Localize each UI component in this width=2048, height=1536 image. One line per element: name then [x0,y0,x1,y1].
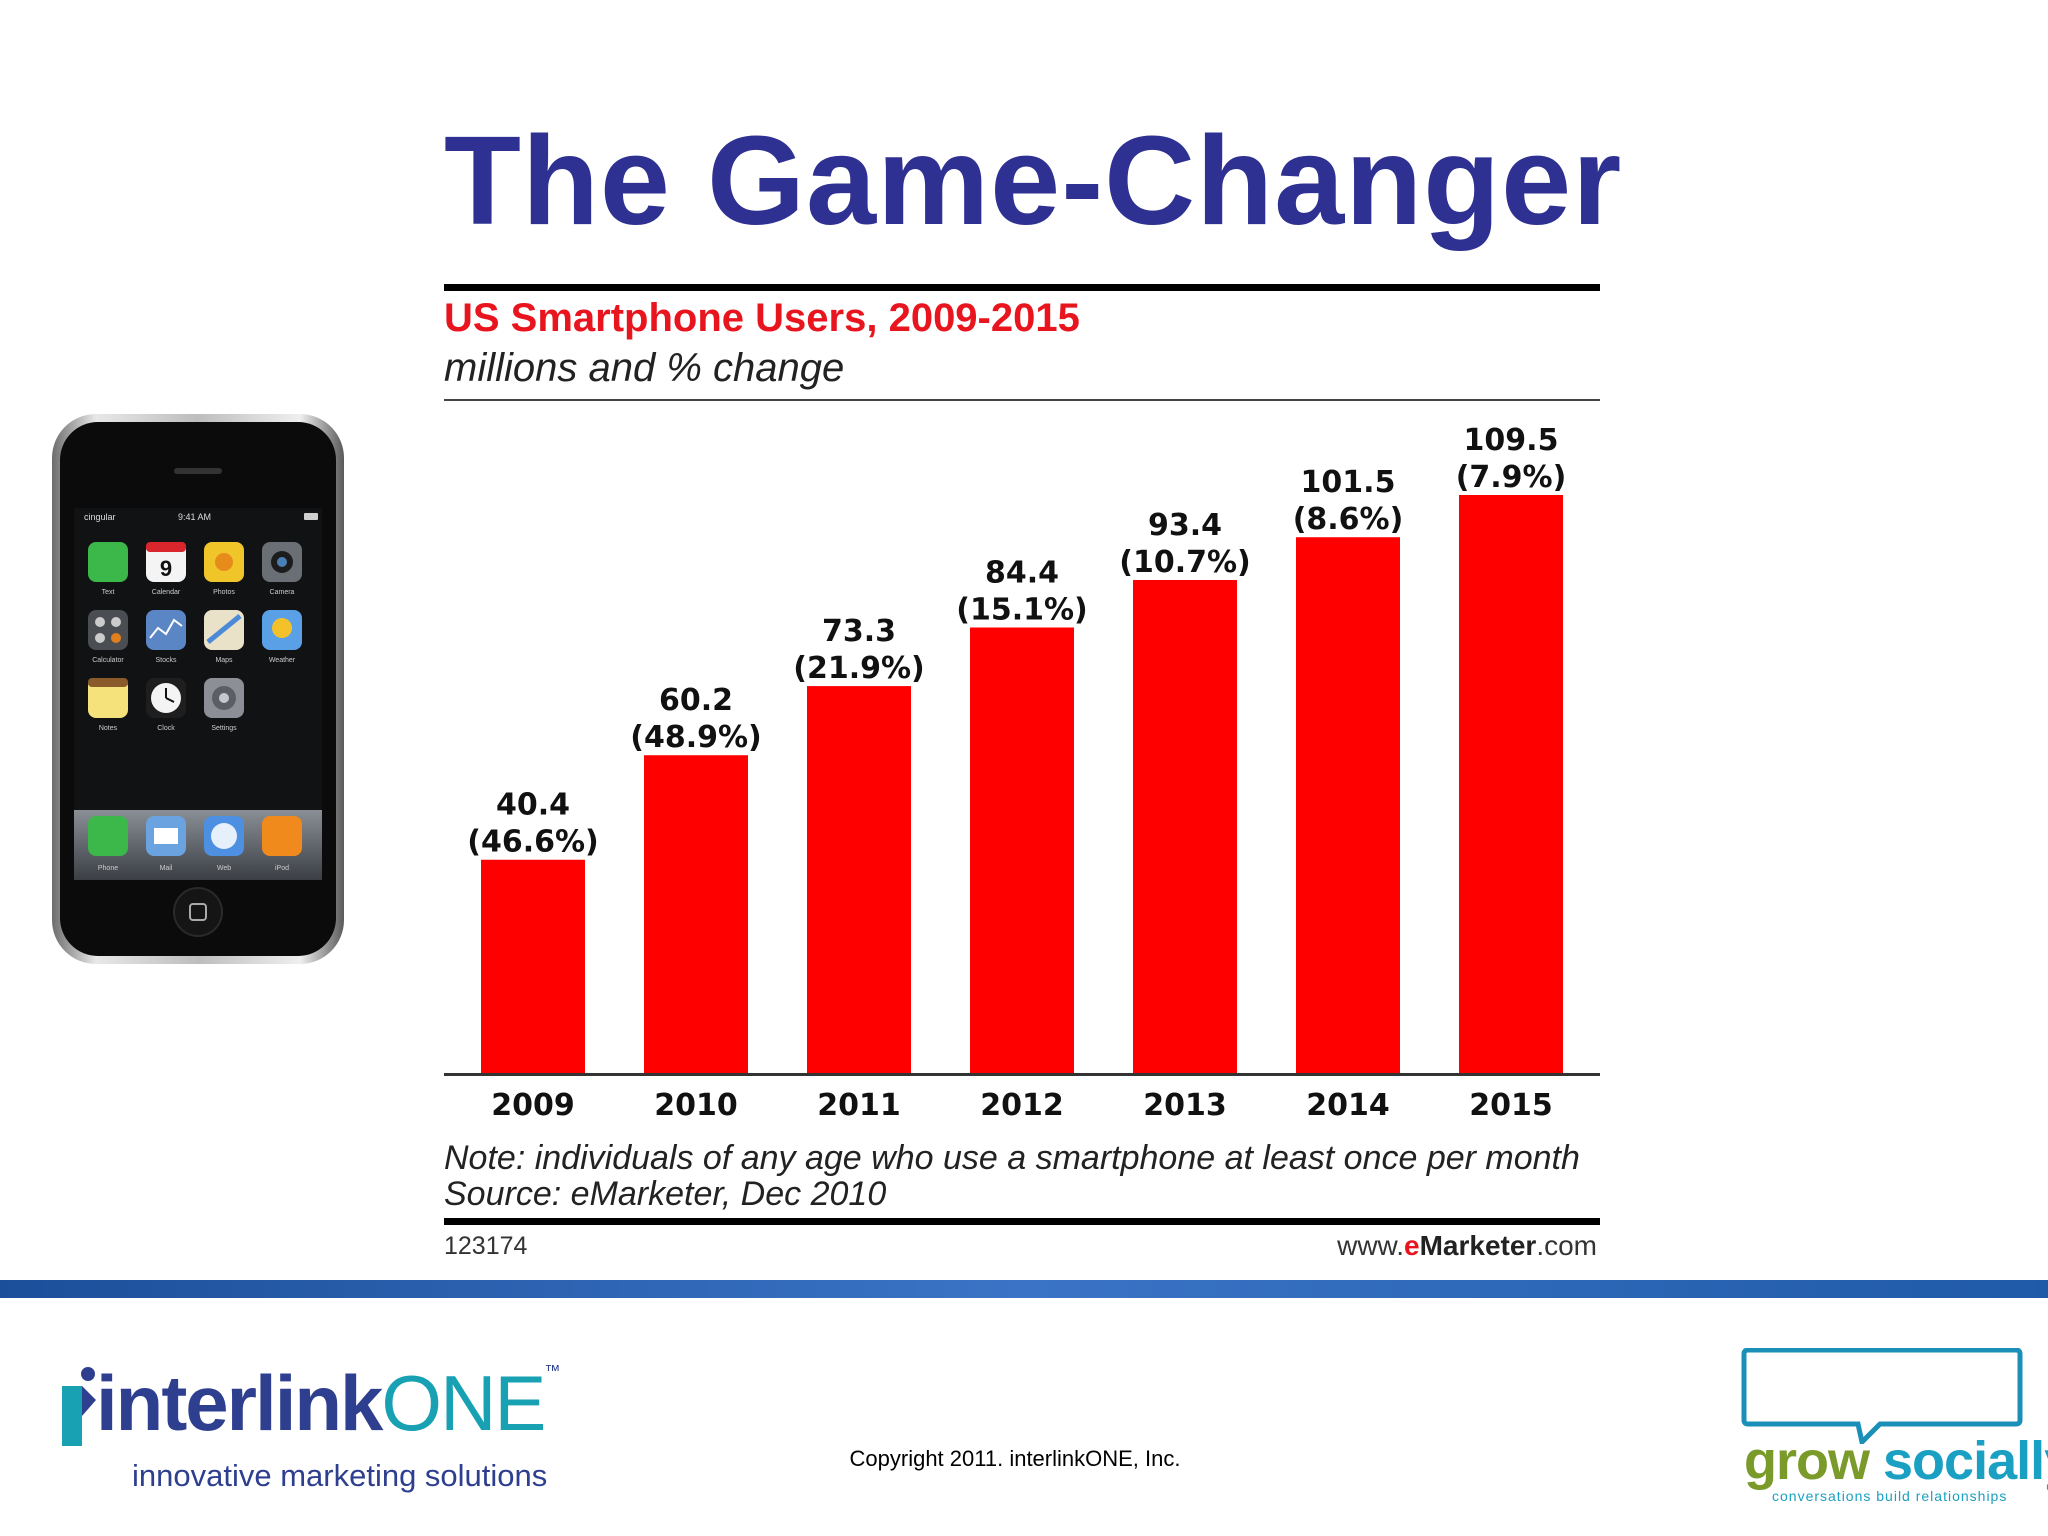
bars-group: 40.4(46.6%) 2009 60.2(48.9%) 2010 73.3(21.9%… [467,423,1566,1123]
app-label-photos: Photos [213,589,235,596]
change-label-2014: (8.6%) [1293,502,1404,537]
dock-label-web: Web [217,865,231,872]
chart-note: Note: individuals of any age who use a s… [444,1139,1580,1177]
interlinkone-name-a: interlink [96,1359,383,1447]
change-label-2015: (7.9%) [1456,460,1567,495]
interlinkone-tagline: innovative marketing solutions [132,1458,548,1493]
chart-subtitle-rule [444,399,1600,401]
sms-app-icon [88,542,128,582]
site-suffix: .com [1536,1230,1597,1261]
value-label-2014: 101.5 [1301,465,1396,500]
slide-title: The Game-Changer [444,110,1623,251]
site-brand: Marketer [1419,1230,1537,1261]
app-label-stocks: Stocks [155,657,177,664]
value-label-2015: 109.5 [1464,423,1559,458]
change-label-2013: (10.7%) [1119,545,1251,580]
footer-divider [0,1280,2048,1298]
stocks-app-icon [146,610,186,650]
battery-icon [304,513,318,520]
chart-notes: Note: individuals of any age who use a s… [444,1140,1580,1212]
site-e: e [1404,1230,1420,1261]
phone-carrier: cingular [84,512,116,522]
app-label-clock: Clock [157,725,175,732]
app-label-notes: Notes [99,725,118,732]
home-button-icon [173,887,223,937]
tick-label-2009: 2009 [491,1088,575,1123]
bar-2014 [1296,537,1400,1073]
change-label-2010: (48.9%) [630,720,762,755]
notes-app-icon [88,678,128,718]
change-label-2011: (21.9%) [793,651,925,686]
change-label-2009: (46.6%) [467,825,599,860]
dock-label-ipod: iPod [275,865,289,872]
app-label-camera: Camera [270,589,295,596]
interlinkone-name-b: ONE [381,1359,546,1447]
interlinkone-logo: interlinkONE™ innovative marketing solut… [56,1364,596,1504]
app-label-text: Text [102,589,115,596]
value-label-2012: 84.4 [985,555,1059,590]
phone-app-icon [88,816,128,856]
tick-label-2010: 2010 [654,1088,738,1123]
change-label-2012: (15.1%) [956,592,1088,627]
speech-bubble-icon [1741,1348,2023,1444]
app-label-weather: Weather [269,657,296,664]
chart-bottom-rule [444,1218,1600,1225]
chart-id: 123174 [444,1232,528,1260]
interlinkone-tm: ™ [544,1363,560,1380]
calculator-app-icon [88,610,128,650]
calendar-day: 9 [160,556,172,581]
grow-socially-logo: grow socially conversations build relati… [1740,1348,2048,1508]
chart-subtitle: millions and % change [444,346,845,390]
bar-2013 [1133,579,1237,1073]
tick-label-2011: 2011 [817,1088,901,1123]
bar-2010 [644,755,748,1073]
phone-time: 9:41 AM [178,512,211,522]
grow-socially-tagline: conversations build relationships [1772,1488,2008,1504]
bar-2012 [970,627,1074,1073]
chart-baseline [444,1073,1600,1076]
tick-label-2015: 2015 [1469,1088,1553,1123]
bar-2009 [481,859,585,1073]
tick-label-2013: 2013 [1143,1088,1227,1123]
site-prefix: www. [1337,1230,1404,1261]
bar-2015 [1459,495,1563,1073]
chart-top-rule [444,284,1600,291]
value-label-2009: 40.4 [496,788,570,823]
emarketer-link[interactable]: www.eMarketer.com [1200,1230,1597,1262]
iphone-image: cingular 9:41 AM 9 Text Calendar Photos … [52,414,344,964]
chart-title: US Smartphone Users, 2009-2015 [444,296,1080,340]
app-label-settings: Settings [211,725,237,732]
copyright-text: Copyright 2011. interlinkONE, Inc. [849,1446,1181,1471]
interlinkone-wordmark: interlinkONE™ [96,1363,560,1443]
app-label-maps: Maps [215,657,233,664]
value-label-2011: 73.3 [822,614,896,649]
tick-label-2012: 2012 [980,1088,1064,1123]
tick-label-2014: 2014 [1306,1088,1390,1123]
dock-label-mail: Mail [160,865,173,872]
value-label-2010: 60.2 [659,683,733,718]
phone-speaker [174,468,222,474]
ipod-app-icon [262,816,302,856]
value-label-2013: 93.4 [1148,508,1222,543]
chart-source: Source: eMarketer, Dec 2010 [444,1175,887,1213]
dock-label-phone: Phone [98,865,118,872]
app-label-calendar: Calendar [152,589,181,596]
grow-socially-name-b: socially [1883,1431,2048,1491]
grow-socially-wordmark: grow socially [1744,1434,2048,1488]
interlink-figure-icon [62,1367,96,1446]
app-label-calculator: Calculator [92,657,124,664]
grow-socially-name-a: grow [1744,1431,1870,1491]
bar-2011 [807,686,911,1073]
